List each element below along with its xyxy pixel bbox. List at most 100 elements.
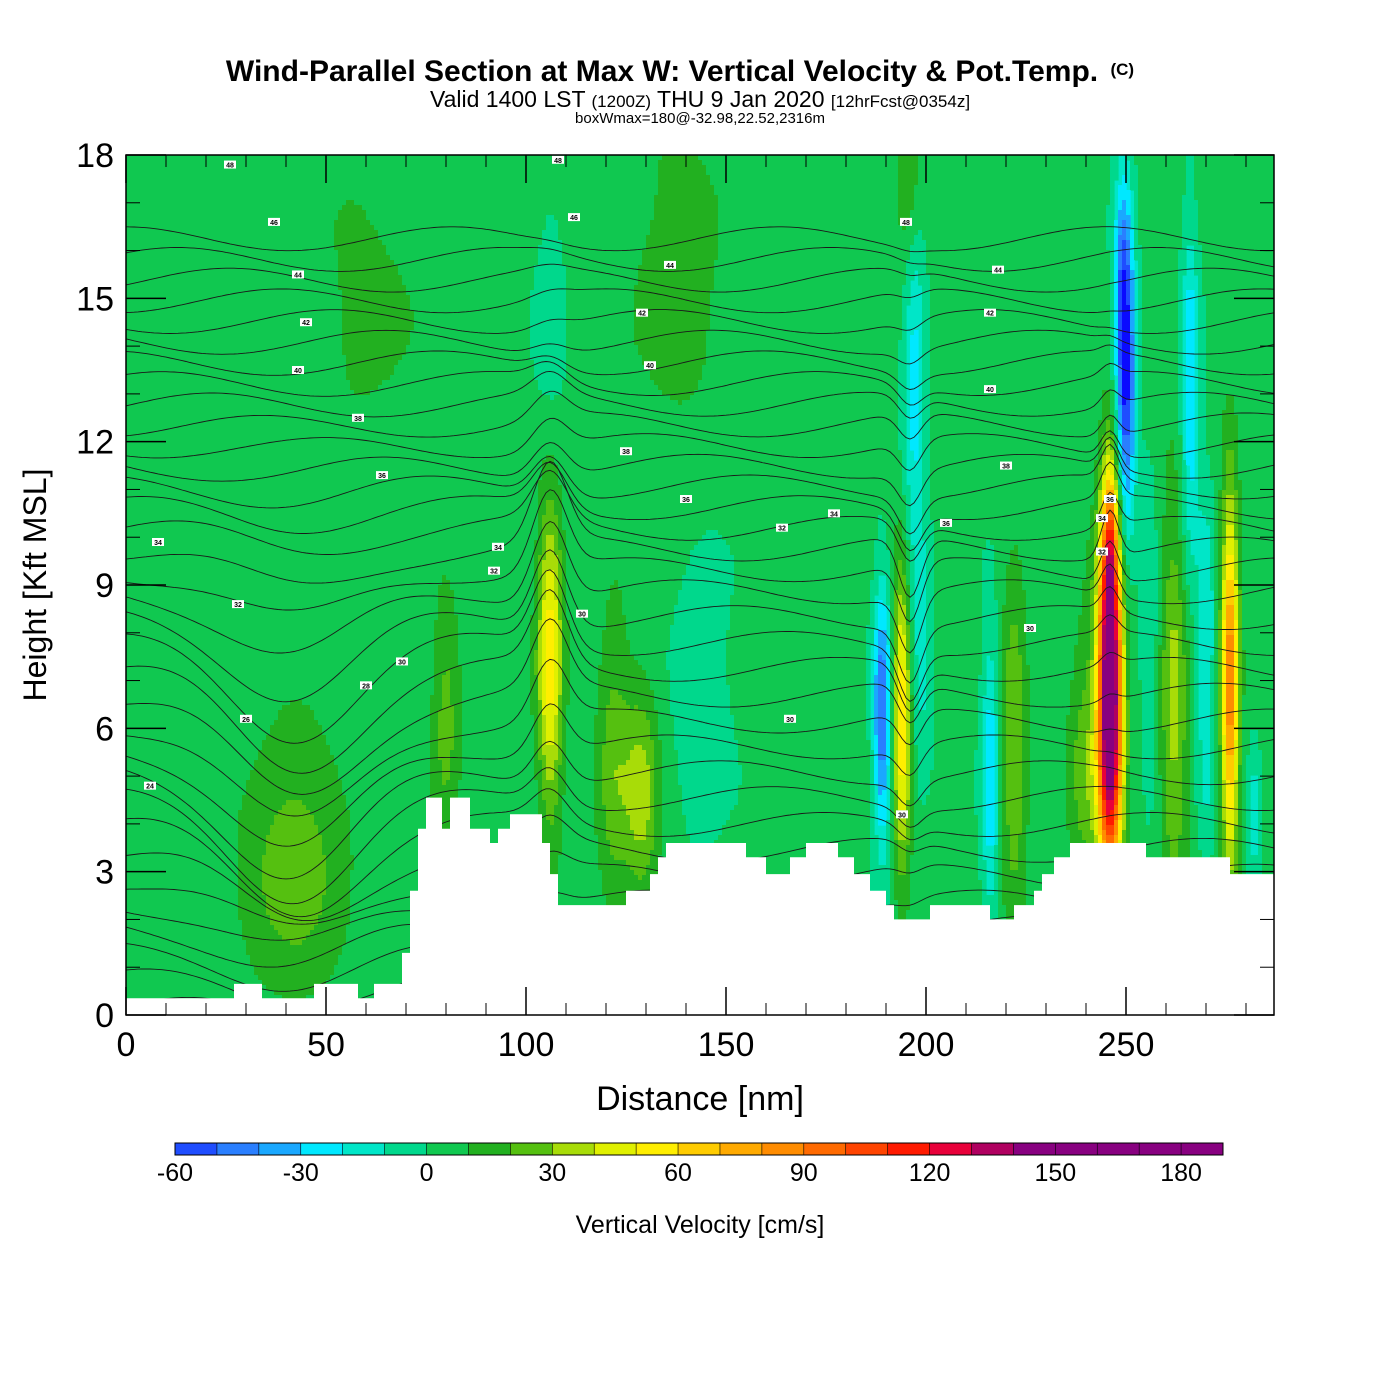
- velocity-cell: [1154, 490, 1167, 496]
- velocity-cell: [450, 770, 463, 776]
- velocity-cell: [910, 590, 915, 596]
- velocity-cell: [1090, 530, 1095, 536]
- velocity-cell: [870, 760, 875, 766]
- velocity-cell: [1234, 565, 1239, 571]
- velocity-cell: [1238, 605, 1243, 611]
- velocity-cell: [1118, 675, 1123, 681]
- velocity-cell: [538, 590, 543, 596]
- velocity-cell: [690, 560, 735, 566]
- velocity-cell: [922, 485, 931, 491]
- velocity-cell: [1234, 605, 1239, 611]
- velocity-cell: [126, 240, 335, 246]
- velocity-cell: [1126, 595, 1139, 601]
- velocity-cell: [894, 740, 899, 746]
- velocity-cell: [1022, 730, 1031, 736]
- velocity-cell: [674, 725, 735, 731]
- velocity-cell: [1106, 465, 1115, 471]
- velocity-cell: [1234, 535, 1239, 541]
- velocity-cell: [674, 745, 739, 751]
- velocity-cell: [126, 415, 899, 421]
- velocity-cell: [898, 375, 907, 381]
- velocity-cell: [1218, 590, 1223, 596]
- velocity-cell: [1250, 735, 1259, 741]
- velocity-cell: [538, 500, 547, 506]
- velocity-cell: [982, 560, 995, 566]
- velocity-cell: [618, 580, 683, 586]
- velocity-cell: [538, 490, 563, 496]
- velocity-cell: [1130, 405, 1135, 411]
- velocity-cell: [898, 355, 907, 361]
- velocity-cell: [1002, 810, 1007, 816]
- velocity-cell: [126, 660, 435, 666]
- velocity-cell: [458, 630, 531, 636]
- velocity-cell: [1122, 400, 1127, 406]
- velocity-cell: [906, 755, 911, 761]
- velocity-cell: [1010, 630, 1019, 636]
- velocity-cell: [922, 505, 931, 511]
- velocity-cell: [1158, 730, 1167, 736]
- velocity-cell: [546, 570, 555, 576]
- velocity-cell: [654, 205, 719, 211]
- velocity-cell: [934, 570, 983, 576]
- velocity-cell: [1162, 520, 1179, 526]
- velocity-cell: [558, 225, 651, 231]
- velocity-cell: [874, 705, 879, 711]
- velocity-cell: [1238, 575, 1243, 581]
- velocity-cell: [562, 730, 567, 736]
- velocity-cell: [734, 805, 871, 811]
- velocity-cell: [1130, 260, 1135, 266]
- velocity-cell: [610, 585, 619, 591]
- velocity-cell: [1150, 460, 1167, 466]
- velocity-cell: [1234, 710, 1239, 716]
- velocity-cell: [454, 740, 463, 746]
- velocity-cell: [918, 770, 931, 776]
- velocity-cell: [1130, 580, 1159, 586]
- velocity-cell: [1210, 475, 1223, 481]
- velocity-cell: [1130, 535, 1159, 541]
- velocity-cell: [1178, 520, 1183, 526]
- velocity-cell: [1222, 630, 1227, 636]
- velocity-cell: [890, 695, 895, 701]
- velocity-cell: [930, 290, 1111, 296]
- velocity-cell: [1226, 745, 1235, 751]
- velocity-cell: [998, 735, 1003, 741]
- velocity-cell: [1142, 375, 1179, 381]
- velocity-cell: [546, 630, 555, 636]
- velocity-cell: [1122, 390, 1131, 396]
- velocity-cell: [570, 680, 599, 686]
- velocity-cell: [1130, 740, 1143, 746]
- velocity-cell: [1218, 800, 1223, 806]
- velocity-cell: [1102, 735, 1115, 741]
- velocity-cell: [1142, 425, 1179, 431]
- velocity-cell: [126, 610, 439, 616]
- velocity-cell: [1102, 740, 1107, 746]
- velocity-cell: [934, 750, 975, 756]
- velocity-cell: [530, 650, 535, 656]
- velocity-cell: [1214, 620, 1219, 626]
- velocity-cell: [890, 590, 895, 596]
- velocity-cell: [914, 240, 927, 246]
- velocity-cell: [1130, 765, 1143, 771]
- velocity-cell: [570, 630, 603, 636]
- velocity-cell: [870, 795, 875, 801]
- velocity-cell: [1074, 675, 1087, 681]
- velocity-cell: [530, 700, 539, 706]
- velocity-cell: [1242, 635, 1274, 641]
- velocity-cell: [1078, 800, 1091, 806]
- velocity-cell: [1118, 615, 1123, 621]
- velocity-cell: [906, 540, 911, 546]
- velocity-cell: [1186, 405, 1195, 411]
- velocity-cell: [542, 640, 547, 646]
- velocity-cell: [898, 750, 907, 756]
- velocity-cell: [902, 330, 907, 336]
- velocity-cell: [914, 665, 919, 671]
- velocity-cell: [338, 250, 387, 256]
- velocity-cell: [1226, 395, 1235, 401]
- velocity-cell: [1126, 220, 1131, 226]
- velocity-cell: [1106, 795, 1115, 801]
- velocity-cell: [1002, 640, 1011, 646]
- velocity-cell: [1258, 740, 1274, 746]
- velocity-cell: [650, 375, 703, 381]
- velocity-cell: [1210, 745, 1215, 751]
- velocity-cell: [934, 630, 983, 636]
